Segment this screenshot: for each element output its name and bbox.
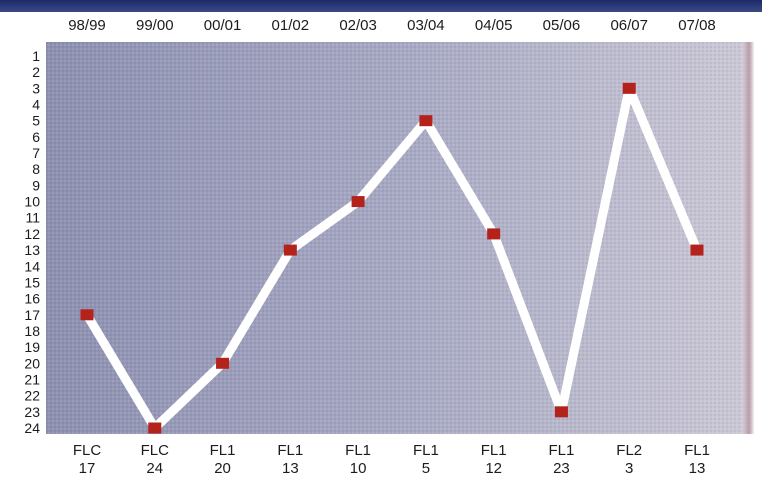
position-label: 20 [214,460,231,477]
y-tick-label: 23 [24,404,40,420]
data-point [351,196,365,208]
y-tick-label: 21 [24,371,40,387]
y-tick-label: 10 [24,194,40,210]
data-point [554,406,568,418]
league-label: FL1 [413,442,439,459]
league-label: FL1 [481,442,507,459]
position-label: 3 [625,460,633,477]
season-label: 06/07 [610,17,648,34]
data-point [622,82,636,94]
position-label: 13 [689,460,706,477]
top-band [0,0,762,12]
season-label: 07/08 [678,17,716,34]
season-label: 98/99 [68,17,106,34]
league-label: FL1 [210,442,236,459]
y-tick-label: 14 [24,258,40,274]
data-point [487,228,501,240]
league-label: FLC [141,442,170,459]
data-point [80,309,94,321]
season-label: 01/02 [272,17,310,34]
y-tick-label: 18 [24,323,40,339]
data-point [216,357,230,369]
y-tick-label: 16 [24,291,40,307]
season-label: 03/04 [407,17,445,34]
y-tick-label: 8 [32,161,40,177]
data-point [419,115,433,127]
y-tick-label: 12 [24,226,40,242]
data-point [690,244,704,256]
league-label: FL1 [549,442,575,459]
y-tick-label: 4 [32,97,40,113]
league-label: FL1 [684,442,710,459]
y-tick-label: 24 [24,420,40,436]
position-series [80,82,704,434]
y-tick-label: 3 [32,80,40,96]
y-tick-label: 7 [32,145,40,161]
season-label: 02/03 [339,17,377,34]
y-tick-label: 15 [24,274,40,290]
league-labels: FLC FLC FL1 FL1 FL1 FL1 FL1 FL1 FL2 FL1 [73,442,710,459]
data-point [283,244,297,256]
y-tick-label: 9 [32,177,40,193]
season-label: 04/05 [475,17,513,34]
y-tick-label: 6 [32,129,40,145]
plot-texture [46,42,754,434]
y-tick-label: 22 [24,388,40,404]
data-point [148,422,162,434]
season-label: 99/00 [136,17,174,34]
position-label: 23 [553,460,570,477]
y-tick-label: 19 [24,339,40,355]
position-labels: 17 24 20 13 10 5 12 23 3 13 [79,460,706,477]
league-label: FLC [73,442,102,459]
y-tick-label: 11 [25,210,40,226]
league-label: FL1 [345,442,371,459]
position-label: 17 [79,460,96,477]
position-line [82,83,702,433]
position-label: 5 [422,460,430,477]
season-label: 05/06 [543,17,581,34]
plot-right-edge [742,42,754,434]
y-tick-label: 13 [24,242,40,258]
position-label: 24 [146,460,163,477]
league-label: FL2 [616,442,642,459]
y-tick-label: 17 [24,307,40,323]
season-labels: 98/99 99/00 00/01 01/02 02/03 03/04 04/05 05/06… [68,17,716,34]
y-tick-label: 2 [32,64,40,80]
position-label: 10 [350,460,367,477]
y-tick-label: 1 [32,48,40,64]
season-label: 00/01 [204,17,242,34]
position-label: 13 [282,460,299,477]
league-label: FL1 [277,442,303,459]
y-tick-label: 5 [32,113,40,129]
y-tick-label: 20 [24,355,40,371]
position-label: 12 [485,460,502,477]
